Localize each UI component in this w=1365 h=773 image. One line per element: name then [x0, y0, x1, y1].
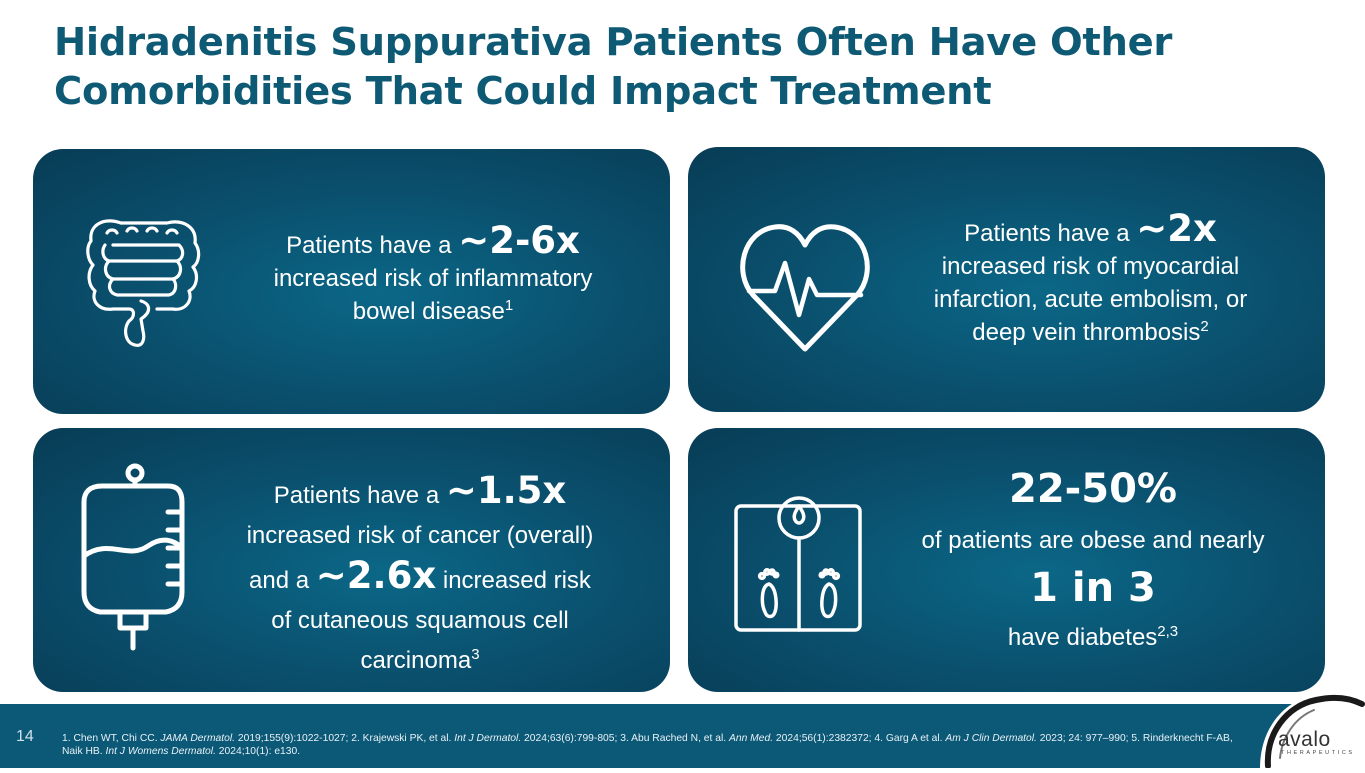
ref-1b: 2019;155(9):1022-1027; 2. Krajewski PK, … — [235, 733, 455, 744]
ibd-text: Patients have a ~2-6x increased risk of … — [218, 222, 648, 328]
card-cancer: Patients have a ~1.5x increased risk of … — [33, 428, 670, 692]
ref-2-journal: Int J Dermatol. — [454, 733, 522, 744]
cancer-line5: carcinoma — [360, 647, 472, 674]
cancer-stat1: ~1.5x — [445, 469, 567, 512]
cardio-line3: infarction, acute embolism, or — [933, 286, 1248, 313]
ref-3-journal: Ann Med. — [728, 733, 774, 744]
card-obesity: 22-50% of patients are obese and nearly … — [688, 428, 1325, 692]
weight-scale-icon — [733, 496, 863, 636]
ref-4-journal: Am J Clin Dermatol. — [945, 733, 1037, 744]
obesity-line4: have diabetes — [1007, 624, 1158, 651]
heart-pulse-icon — [735, 217, 875, 357]
obesity-stat: 22-50% — [1008, 466, 1177, 512]
ref-1-journal: JAMA Dermatol. — [160, 733, 235, 744]
logo-tagline: THERAPEUTICS — [1281, 750, 1355, 756]
slide-title-line2: Comorbidities That Could Impact Treatmen… — [54, 69, 992, 114]
cancer-stat2: ~2.6x — [315, 554, 437, 597]
cardio-prefix: Patients have a — [964, 220, 1130, 247]
iv-bag-icon — [78, 462, 190, 652]
ref-1a: 1. Chen WT, Chi CC. — [62, 733, 161, 744]
ibd-line3: bowel disease — [352, 298, 505, 325]
ref-5-journal: Int J Womens Dermatol. — [105, 746, 216, 757]
footer-bar: 14 1. Chen WT, Chi CC. JAMA Dermatol. 20… — [0, 704, 1365, 768]
ref-4b: 2023; 24: 977–990; 5. Rinderknecht F-AB,… — [62, 733, 1233, 757]
cancer-ref: 3 — [471, 646, 480, 663]
ibd-line2: increased risk of inflammatory — [273, 265, 593, 292]
ref-3b: 2024;56(1):2382372; 4. Garg A et al. — [773, 733, 946, 744]
ibd-stat: ~2-6x — [458, 219, 580, 262]
obesity-text: 22-50% of patients are obese and nearly … — [878, 466, 1308, 654]
cardio-line2: increased risk of myocardial — [941, 253, 1240, 280]
slide-title-line1: Hidradenitis Suppurativa Patients Often … — [54, 20, 1173, 65]
intestine-icon — [83, 211, 203, 351]
cardio-line4: deep vein thrombosis — [972, 319, 1201, 346]
ibd-prefix: Patients have a — [286, 232, 452, 259]
references: 1. Chen WT, Chi CC. JAMA Dermatol. 2019;… — [62, 732, 1237, 758]
logo-badge — [1250, 688, 1365, 769]
diabetes-stat: 1 in 3 — [1030, 565, 1156, 611]
cancer-prefix: Patients have a — [273, 482, 440, 509]
logo-wordmark: avalo — [1278, 728, 1331, 751]
page-number: 14 — [16, 728, 34, 745]
cardio-stat: ~2x — [1136, 207, 1217, 250]
card-cardio: Patients have a ~2x increased risk of my… — [688, 147, 1325, 412]
obesity-line2: of patients are obese and nearly — [921, 527, 1265, 554]
card-ibd: Patients have a ~2-6x increased risk of … — [33, 149, 670, 414]
cancer-line2: increased risk of cancer (overall) — [246, 522, 594, 549]
cancer-line4: of cutaneous squamous cell — [271, 607, 569, 634]
cancer-and: and a — [249, 567, 310, 594]
ibd-ref: 1 — [504, 297, 514, 314]
cancer-text: Patients have a ~1.5x increased risk of … — [205, 471, 635, 681]
cardio-ref: 2 — [1200, 318, 1209, 335]
ref-2b: 2024;63(6):799-805; 3. Abu Rached N, et … — [521, 733, 729, 744]
obesity-ref: 2,3 — [1157, 623, 1179, 640]
slide-title: Hidradenitis Suppurativa Patients Often … — [54, 18, 1304, 116]
ref-5b: 2024;10(1): e130. — [215, 746, 301, 757]
cancer-line3: increased risk — [442, 567, 591, 594]
cardio-text: Patients have a ~2x increased risk of my… — [893, 210, 1288, 349]
